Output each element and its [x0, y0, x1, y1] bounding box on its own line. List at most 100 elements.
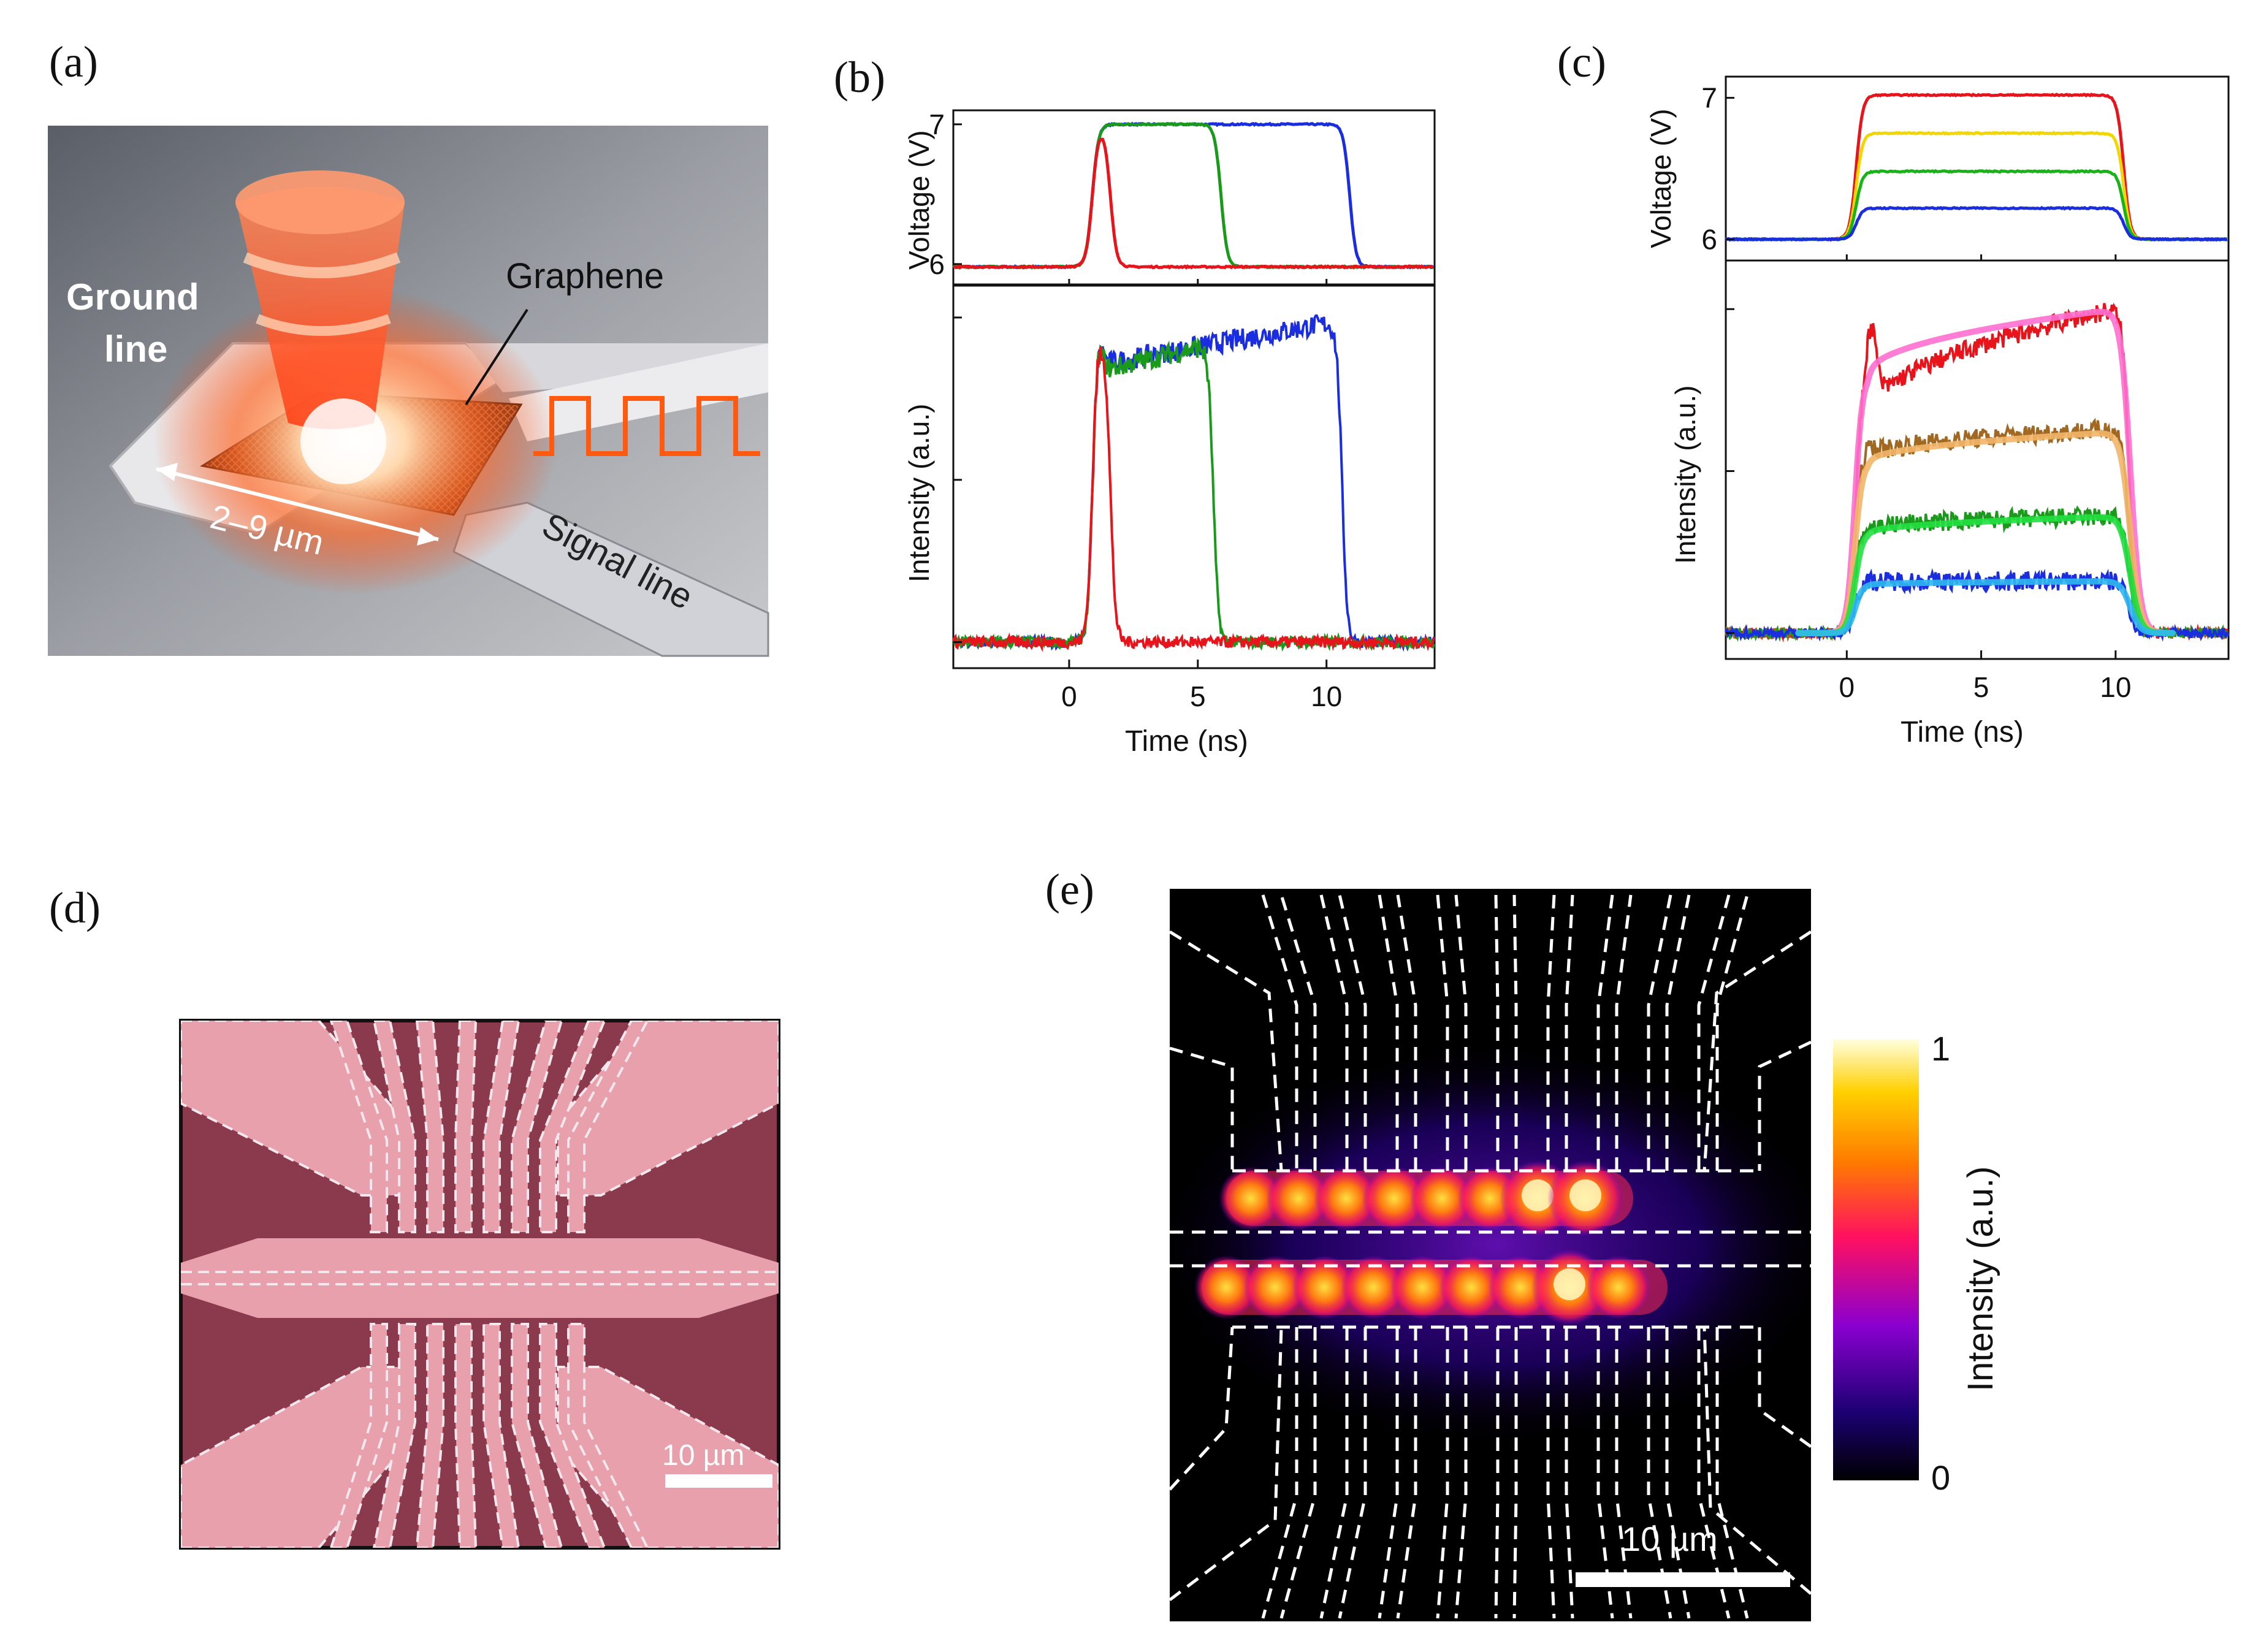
- d-finger-top: [540, 1021, 604, 1232]
- d-finger-top: [374, 1021, 415, 1232]
- d-finger-bottom-edge: [482, 1323, 520, 1548]
- d-finger-bottom: [374, 1324, 415, 1548]
- c-xtick-label: 10: [2100, 671, 2131, 703]
- e-pad-outline: [1170, 1046, 1234, 1171]
- d-finger-bottom-edge: [511, 1323, 563, 1548]
- d-scale-label: 10 µm: [662, 1439, 744, 1472]
- d-finger-bottom-edge: [539, 1323, 606, 1548]
- c-voltage-line-blue: [1725, 205, 2228, 242]
- colorbar-label: Intensity (a.u.): [1961, 1167, 2000, 1391]
- b-xlabel: Time (ns): [1125, 725, 1248, 758]
- b-voltage-series: [952, 121, 1435, 270]
- graphene-label: Graphene: [506, 256, 664, 296]
- e-finger-outline-top: [1546, 894, 1556, 1171]
- e-emission-spot: [1314, 1167, 1378, 1230]
- e-finger-outline-top: [1596, 894, 1614, 1171]
- c-fit-line-pink-fit: [1795, 308, 2176, 636]
- e-emission-spot: [1587, 1255, 1650, 1319]
- e-emission-spot: [1390, 1255, 1454, 1319]
- e-pad-outline: [1702, 930, 1811, 1171]
- c-fit-line-green-fit: [1795, 514, 2176, 636]
- e-emission-spot: [1439, 1255, 1503, 1319]
- e-finger-outline-top: [1512, 894, 1518, 1171]
- c-intensity-ylabel: Intensity (a.u.): [1669, 386, 1701, 564]
- c-voltage-line-red: [1725, 93, 2228, 242]
- e-finger-outline-bottom: [1378, 1327, 1399, 1619]
- c-bottom-axes: [1725, 259, 2230, 660]
- d-finger-bottom: [568, 1324, 647, 1548]
- d-finger-top: [568, 1021, 647, 1232]
- d-finger-top-edge: [511, 1021, 563, 1233]
- graphene-pointer: [465, 308, 528, 406]
- e-finger-outline-bottom: [1338, 1327, 1367, 1619]
- c-voltage-series: [1725, 93, 2229, 242]
- d-finger-bottom-edge: [454, 1323, 478, 1548]
- e-finger-outline-top: [1494, 894, 1500, 1171]
- colorbar-max: 1: [1931, 1029, 1950, 1068]
- panel-label-c: (c): [1557, 37, 1606, 86]
- c-intensity-line-brown-data: [1725, 417, 2229, 642]
- d-finger-bottom-edge: [567, 1323, 649, 1548]
- e-emission-spot: [1267, 1167, 1330, 1230]
- e-finger-outline-top: [1279, 894, 1317, 1171]
- b-ytick-label: 6: [929, 248, 945, 280]
- b-ytick-label: 7: [929, 108, 945, 140]
- d-finger-top: [512, 1021, 562, 1232]
- d-finger-top-edge: [482, 1021, 520, 1233]
- d-finger-top-edge: [372, 1021, 416, 1233]
- e-finger-outline-bottom: [1512, 1327, 1518, 1619]
- c-intensity-series: [1725, 302, 2230, 642]
- b-intensity-series: [952, 314, 1436, 652]
- d-finger-bottom-edge: [372, 1323, 416, 1548]
- d-finger-top-edge: [539, 1021, 606, 1233]
- e-scale-bar: [1576, 1572, 1790, 1587]
- e-emission-hotspot: [1569, 1179, 1601, 1211]
- panel-c-chart: 0 5 10 6 7 Voltage (V) Intensity (a.u.) Time…: [1645, 75, 2230, 748]
- e-finger-outline-top: [1261, 894, 1298, 1171]
- signal-line-arm: [509, 343, 768, 441]
- b-top-axes: [952, 109, 1436, 286]
- emission-spots: [1194, 1160, 1668, 1325]
- e-finger-outline-top: [1436, 894, 1449, 1171]
- c-fit-line-cyan-fit: [1795, 578, 2176, 636]
- b-voltage-line-blue: [952, 121, 1435, 270]
- c-intensity-line-green-data: [1725, 505, 2229, 642]
- cone-stripe-1: [243, 252, 401, 278]
- d-finger-top-edge: [454, 1021, 478, 1233]
- colorbar: [1833, 1039, 1919, 1480]
- e-pad-outline: [1170, 930, 1283, 1171]
- ground-line-label-1: Ground: [66, 276, 199, 318]
- panel-d-micrograph: 10 µm: [179, 1019, 780, 1550]
- b-xtick-label: 10: [1311, 680, 1342, 712]
- panel-a-illustration: Ground line Graphene 2–9 µm Signal line: [48, 126, 769, 657]
- c-xtick-label: 0: [1839, 671, 1855, 703]
- d-finger-top-edge: [567, 1021, 649, 1233]
- b-voltage-line-red: [953, 137, 1434, 270]
- e-finger-outline-bottom: [1261, 1327, 1298, 1619]
- c-voltage-ylabel: Voltage (V): [1645, 108, 1677, 248]
- e-finger-outline-top: [1615, 894, 1633, 1171]
- d-scale-bar: [665, 1474, 772, 1488]
- e-emission-spot: [1243, 1255, 1307, 1319]
- light-cone-top: [235, 170, 405, 234]
- e-finger-outline-top: [1715, 894, 1749, 1171]
- e-finger-outline-top: [1565, 894, 1574, 1171]
- d-finger-bottom: [512, 1324, 562, 1548]
- e-finger-outline-top: [1338, 894, 1367, 1171]
- c-ticks: 0 5 10 6 7: [1701, 82, 2131, 703]
- b-intensity-ylabel: Intensity (a.u.): [903, 404, 935, 582]
- d-finger-bottom: [456, 1324, 476, 1548]
- e-finger-outline-top: [1396, 894, 1417, 1171]
- c-voltage-line-yellow: [1725, 131, 2229, 242]
- c-xlabel: Time (ns): [1901, 716, 2024, 748]
- e-scale-label: 10 µm: [1622, 1520, 1718, 1558]
- e-emission-spot: [1341, 1255, 1405, 1319]
- e-pad-outline: [1758, 1327, 1811, 1448]
- e-finger-outline-bottom: [1436, 1327, 1449, 1619]
- e-finger-outline-bottom: [1565, 1327, 1574, 1619]
- cone-stripe-2: [256, 314, 391, 336]
- panel-label-d: (d): [49, 883, 101, 932]
- e-emission-hotspot: [1554, 1268, 1585, 1300]
- e-finger-outline-bottom: [1319, 1327, 1349, 1619]
- b-voltage-ylabel: Voltage (V): [903, 130, 935, 270]
